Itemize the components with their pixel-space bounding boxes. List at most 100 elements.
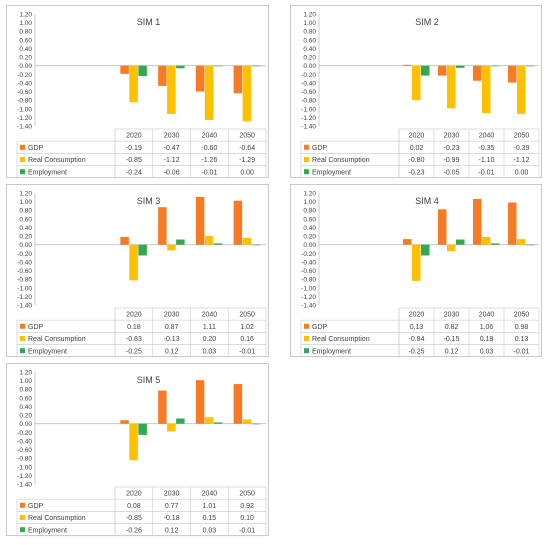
bar-gdp-2040 — [473, 199, 482, 245]
chart-panel-sim-3: 1.20 1.00 0.80 0.60 0.40 0.20 0.00 -0.20 -0.40 -0… — [6, 184, 269, 358]
y-tick-label: -1.20 — [301, 115, 316, 122]
table-value: 1.01 — [203, 503, 217, 510]
table-header-2020: 2020 — [126, 312, 142, 319]
y-tick-label: -0.40 — [17, 438, 32, 445]
table-value: -0.19 — [126, 145, 142, 152]
y-tick-label: -0.20 — [301, 251, 316, 258]
bar-gdp-2050 — [508, 202, 517, 245]
table-value: 0.98 — [515, 324, 529, 331]
table-value: -1.12 — [514, 157, 530, 164]
table-header-2020: 2020 — [409, 133, 425, 140]
chart-svg-sim-5: 1.201.00 0.800.60 0.40 0.200.00 -0.20-0.40 -0… — [16, 370, 267, 537]
y-tick-label: 0.40 — [303, 225, 316, 232]
legend-label-gdp: GDP — [28, 503, 44, 510]
table-value: 0.10 — [240, 515, 254, 522]
table-value: -0.80 — [409, 157, 425, 164]
table-value: -0.64 — [239, 145, 255, 152]
bar-real-consumption-2030 — [447, 65, 456, 109]
y-tick-label: -1.40 — [17, 303, 32, 310]
table-value: 0.87 — [165, 324, 179, 331]
table-value: 0.77 — [165, 503, 179, 510]
bar-gdp-2040 — [473, 65, 482, 81]
table-header-2050: 2050 — [239, 491, 255, 498]
bar-gdp-2030 — [158, 207, 167, 245]
y-tick-label: 0.80 — [303, 29, 316, 36]
table-value: -1.29 — [239, 157, 255, 164]
table-value: 0.15 — [203, 515, 217, 522]
y-tick-label: 0.00 — [19, 63, 32, 70]
table-value: -0.83 — [126, 336, 142, 343]
y-tick-label: 1.00 — [303, 199, 316, 206]
y-tick-label: -1.40 — [17, 482, 32, 489]
table-header-2050: 2050 — [514, 312, 530, 319]
bar-real-consumption-2050 — [242, 237, 252, 245]
chart-svg-sim-1: 1.201.000.800.600.400.200.00-0.20-0.40-0… — [16, 12, 267, 179]
chart-panel-sim-2: 1.20 1.00 0.80 0.60 0.40 0.20 0.00 -0.20 -0.40 -0… — [290, 5, 542, 179]
table-value: -0.26 — [126, 527, 142, 534]
table-value: 0.18 — [480, 336, 494, 343]
bar-employment-2030 — [176, 65, 185, 69]
table-value: 0.12 — [165, 527, 179, 534]
bar-real-consumption-2040 — [482, 65, 491, 114]
bar-employment-2040 — [213, 422, 223, 424]
legend-swatch-real-consumption — [304, 157, 309, 162]
legend-label-gdp: GDP — [28, 324, 44, 331]
table-header-2050: 2050 — [514, 133, 530, 140]
table-value: 0.13 — [410, 324, 424, 331]
bar-gdp-2020 — [120, 65, 129, 74]
bar-real-consumption-2050 — [517, 65, 526, 114]
y-tick-label: 0.00 — [19, 421, 32, 428]
y-tick-label: -1.20 — [17, 473, 32, 480]
y-tick-label: -0.60 — [17, 89, 32, 96]
legend-swatch-employment — [20, 527, 25, 533]
y-tick-label: -0.80 — [17, 456, 32, 463]
bar-employment-2040 — [491, 243, 500, 245]
table-value: -0.01 — [514, 348, 530, 355]
bar-real-consumption-2020 — [412, 65, 421, 101]
bar-gdp-2020 — [403, 239, 412, 245]
table-value: 0.20 — [203, 336, 217, 343]
y-tick-label: 0.40 — [303, 46, 316, 53]
chart-svg-sim-3: 1.201.000.800.600.400.200.00-0.20-0.40-0… — [16, 191, 267, 358]
bar-employment-2030 — [176, 418, 185, 424]
legend-label-gdp: GDP — [28, 145, 44, 152]
legend-label-employment: Employment — [28, 527, 67, 534]
bar-real-consumption-2020 — [129, 65, 138, 103]
y-tick-label: -0.80 — [301, 277, 316, 284]
table-value: -0.60 — [201, 145, 217, 152]
y-tick-label: -1.20 — [301, 294, 316, 301]
legend-swatch-real-consumption — [304, 336, 309, 341]
y-tick-label: 0.20 — [303, 234, 316, 241]
y-tick-label: 1.20 — [303, 12, 316, 19]
bar-employment-2050 — [526, 65, 535, 67]
table-value: -0.23 — [444, 145, 460, 152]
legend-swatch-employment — [20, 348, 25, 354]
bar-real-consumption-2040 — [204, 417, 214, 424]
table-value: -0.18 — [164, 515, 180, 522]
legend-swatch-employment — [304, 348, 309, 354]
bar-employment-2050 — [526, 244, 535, 246]
bar-gdp-2020 — [403, 64, 412, 66]
table-value: 0.02 — [410, 145, 424, 152]
table-header-2050: 2050 — [239, 133, 255, 140]
table-value: -0.01 — [239, 527, 255, 534]
y-tick-label: 0.60 — [19, 37, 32, 44]
y-tick-label: 0.40 — [19, 225, 32, 232]
bar-employment-2030 — [456, 239, 465, 245]
table-header-2050: 2050 — [239, 312, 255, 319]
y-tick-label: 0.20 — [19, 413, 32, 420]
table-value: 0.13 — [515, 336, 529, 343]
y-tick-label: -1.00 — [17, 285, 32, 292]
y-tick-label: -0.80 — [301, 98, 316, 105]
bar-real-consumption-2050 — [242, 65, 252, 122]
legend-swatch-real-consumption — [20, 336, 25, 341]
chart-title: SIM 3 — [137, 196, 161, 206]
y-tick-label: -0.20 — [17, 430, 32, 437]
legend-swatch-real-consumption — [20, 515, 25, 520]
legend-label-gdp: GDP — [312, 145, 328, 152]
table-value: -0.25 — [126, 348, 142, 355]
y-tick-label: -1.00 — [301, 285, 316, 292]
y-tick-label: 0.60 — [303, 37, 316, 44]
bar-employment-2020 — [421, 244, 430, 256]
y-tick-label: 1.00 — [19, 199, 32, 206]
